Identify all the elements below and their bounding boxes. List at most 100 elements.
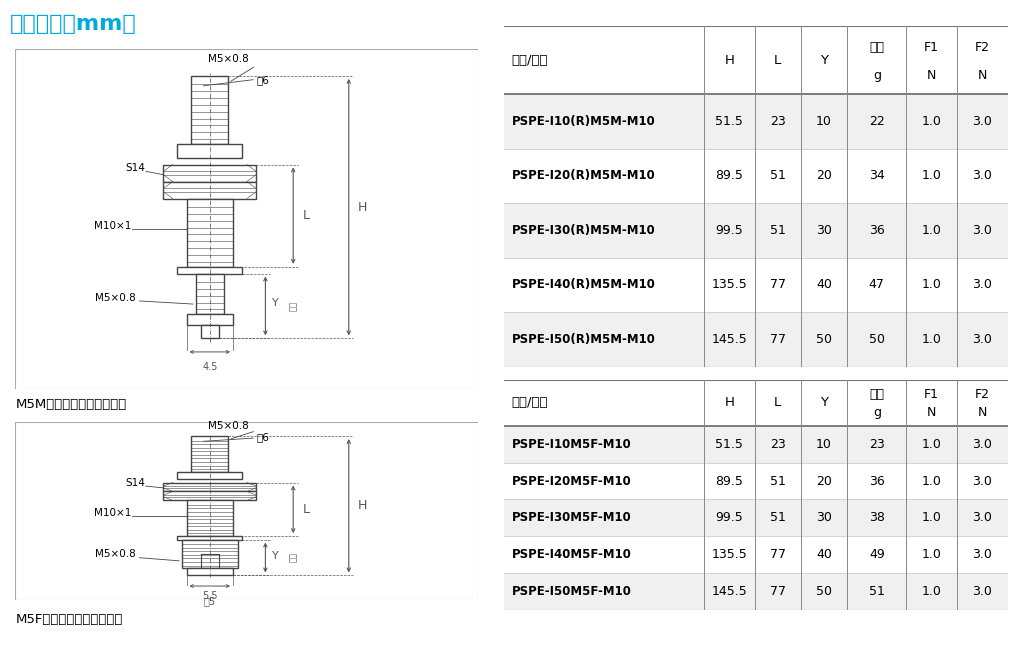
Text: 型号/尺寸: 型号/尺寸 <box>511 53 548 67</box>
Text: 135.5: 135.5 <box>712 278 747 291</box>
Text: S14: S14 <box>125 478 145 488</box>
Bar <box>504 463 1008 500</box>
Text: 1.0: 1.0 <box>921 333 942 346</box>
Text: 23: 23 <box>869 437 885 450</box>
Text: 3.0: 3.0 <box>972 169 993 182</box>
Bar <box>195 274 224 314</box>
Bar <box>504 573 1008 610</box>
Bar <box>504 312 1008 367</box>
Bar <box>177 536 242 540</box>
Text: 77: 77 <box>770 585 786 598</box>
Text: N: N <box>977 406 987 419</box>
Text: H: H <box>358 201 367 214</box>
Text: 30: 30 <box>816 224 832 237</box>
Text: 1.0: 1.0 <box>921 585 942 598</box>
Text: PSPE-I30M5F-M10: PSPE-I30M5F-M10 <box>511 511 631 524</box>
Text: 77: 77 <box>770 333 786 346</box>
Bar <box>164 164 257 182</box>
Text: g: g <box>872 69 881 82</box>
Bar <box>504 26 1008 94</box>
Text: 50: 50 <box>816 585 832 598</box>
Text: 深6: 深6 <box>257 75 269 85</box>
Text: 1.0: 1.0 <box>921 169 942 182</box>
Text: N: N <box>977 69 987 82</box>
Text: PSPE-I40(R)M5M-M10: PSPE-I40(R)M5M-M10 <box>511 278 656 291</box>
Text: 34: 34 <box>869 169 885 182</box>
Bar <box>504 536 1008 573</box>
Text: 型号/尺寸: 型号/尺寸 <box>511 396 548 410</box>
Text: 1.0: 1.0 <box>921 224 942 237</box>
Bar <box>164 482 257 491</box>
Text: N: N <box>927 406 937 419</box>
Bar <box>504 258 1008 312</box>
Text: PSPE-I30(R)M5M-M10: PSPE-I30(R)M5M-M10 <box>511 224 656 237</box>
Bar <box>177 144 242 158</box>
Text: PSPE-I50(R)M5M-M10: PSPE-I50(R)M5M-M10 <box>511 333 656 346</box>
Text: 99.5: 99.5 <box>716 511 743 524</box>
Bar <box>182 540 237 569</box>
Text: M5F－垂直方向内螺纹连接: M5F－垂直方向内螺纹连接 <box>15 613 122 626</box>
Text: 5.5: 5.5 <box>202 591 218 600</box>
Text: PSPE-I40M5F-M10: PSPE-I40M5F-M10 <box>511 548 631 561</box>
Text: 40: 40 <box>816 548 832 561</box>
Text: 145.5: 145.5 <box>712 585 747 598</box>
Text: 89.5: 89.5 <box>716 474 743 487</box>
Text: 尺寸规格（mm）: 尺寸规格（mm） <box>10 14 137 34</box>
Text: F1: F1 <box>924 388 940 401</box>
Text: 51: 51 <box>868 585 885 598</box>
Text: 145.5: 145.5 <box>712 333 747 346</box>
Text: M10×1: M10×1 <box>94 508 131 519</box>
Text: 1.0: 1.0 <box>921 278 942 291</box>
Text: M5×0.8: M5×0.8 <box>208 55 248 64</box>
Text: 77: 77 <box>770 548 786 561</box>
Text: PSPE-I10M5F-M10: PSPE-I10M5F-M10 <box>511 437 631 450</box>
Text: 3.0: 3.0 <box>972 437 993 450</box>
Text: 3.0: 3.0 <box>972 278 993 291</box>
Text: L: L <box>302 209 309 222</box>
Bar <box>191 76 228 144</box>
Text: H: H <box>358 499 367 512</box>
Text: 36: 36 <box>869 224 885 237</box>
Text: 深6: 深6 <box>257 432 269 442</box>
Text: 77: 77 <box>770 278 786 291</box>
Text: 51.5: 51.5 <box>716 437 743 450</box>
Bar <box>504 380 1008 426</box>
Text: PSPE-I50M5F-M10: PSPE-I50M5F-M10 <box>511 585 631 598</box>
Text: 行程: 行程 <box>288 552 297 563</box>
Text: Y: Y <box>821 53 828 67</box>
Bar <box>186 500 233 536</box>
Text: L: L <box>775 53 782 67</box>
Text: Y: Y <box>273 297 279 308</box>
Text: 1.0: 1.0 <box>921 548 942 561</box>
Bar <box>186 314 233 324</box>
Text: PSPE-I10(R)M5M-M10: PSPE-I10(R)M5M-M10 <box>511 115 656 128</box>
Text: 3.0: 3.0 <box>972 474 993 487</box>
Text: 3.0: 3.0 <box>972 115 993 128</box>
Text: L: L <box>775 396 782 410</box>
Bar <box>504 149 1008 203</box>
Bar <box>504 500 1008 536</box>
Text: 51: 51 <box>770 169 786 182</box>
Bar <box>201 324 219 338</box>
Text: M5×0.8: M5×0.8 <box>208 421 248 431</box>
Text: g: g <box>872 406 881 419</box>
Bar <box>504 426 1008 463</box>
Text: 单重: 单重 <box>869 42 885 55</box>
Text: H: H <box>725 53 734 67</box>
Text: H: H <box>725 396 734 410</box>
Bar <box>186 569 233 575</box>
Text: 1.0: 1.0 <box>921 437 942 450</box>
Bar <box>504 94 1008 149</box>
Text: 47: 47 <box>868 278 885 291</box>
Text: N: N <box>927 69 937 82</box>
Text: 38: 38 <box>868 511 885 524</box>
Text: M5×0.8: M5×0.8 <box>95 550 135 559</box>
Text: S14: S14 <box>125 164 145 173</box>
Text: Y: Y <box>273 551 279 561</box>
Text: F2: F2 <box>975 42 989 55</box>
Text: 99.5: 99.5 <box>716 224 743 237</box>
Bar <box>177 472 242 479</box>
Text: 51: 51 <box>770 224 786 237</box>
Bar <box>177 267 242 274</box>
Text: 135.5: 135.5 <box>712 548 747 561</box>
